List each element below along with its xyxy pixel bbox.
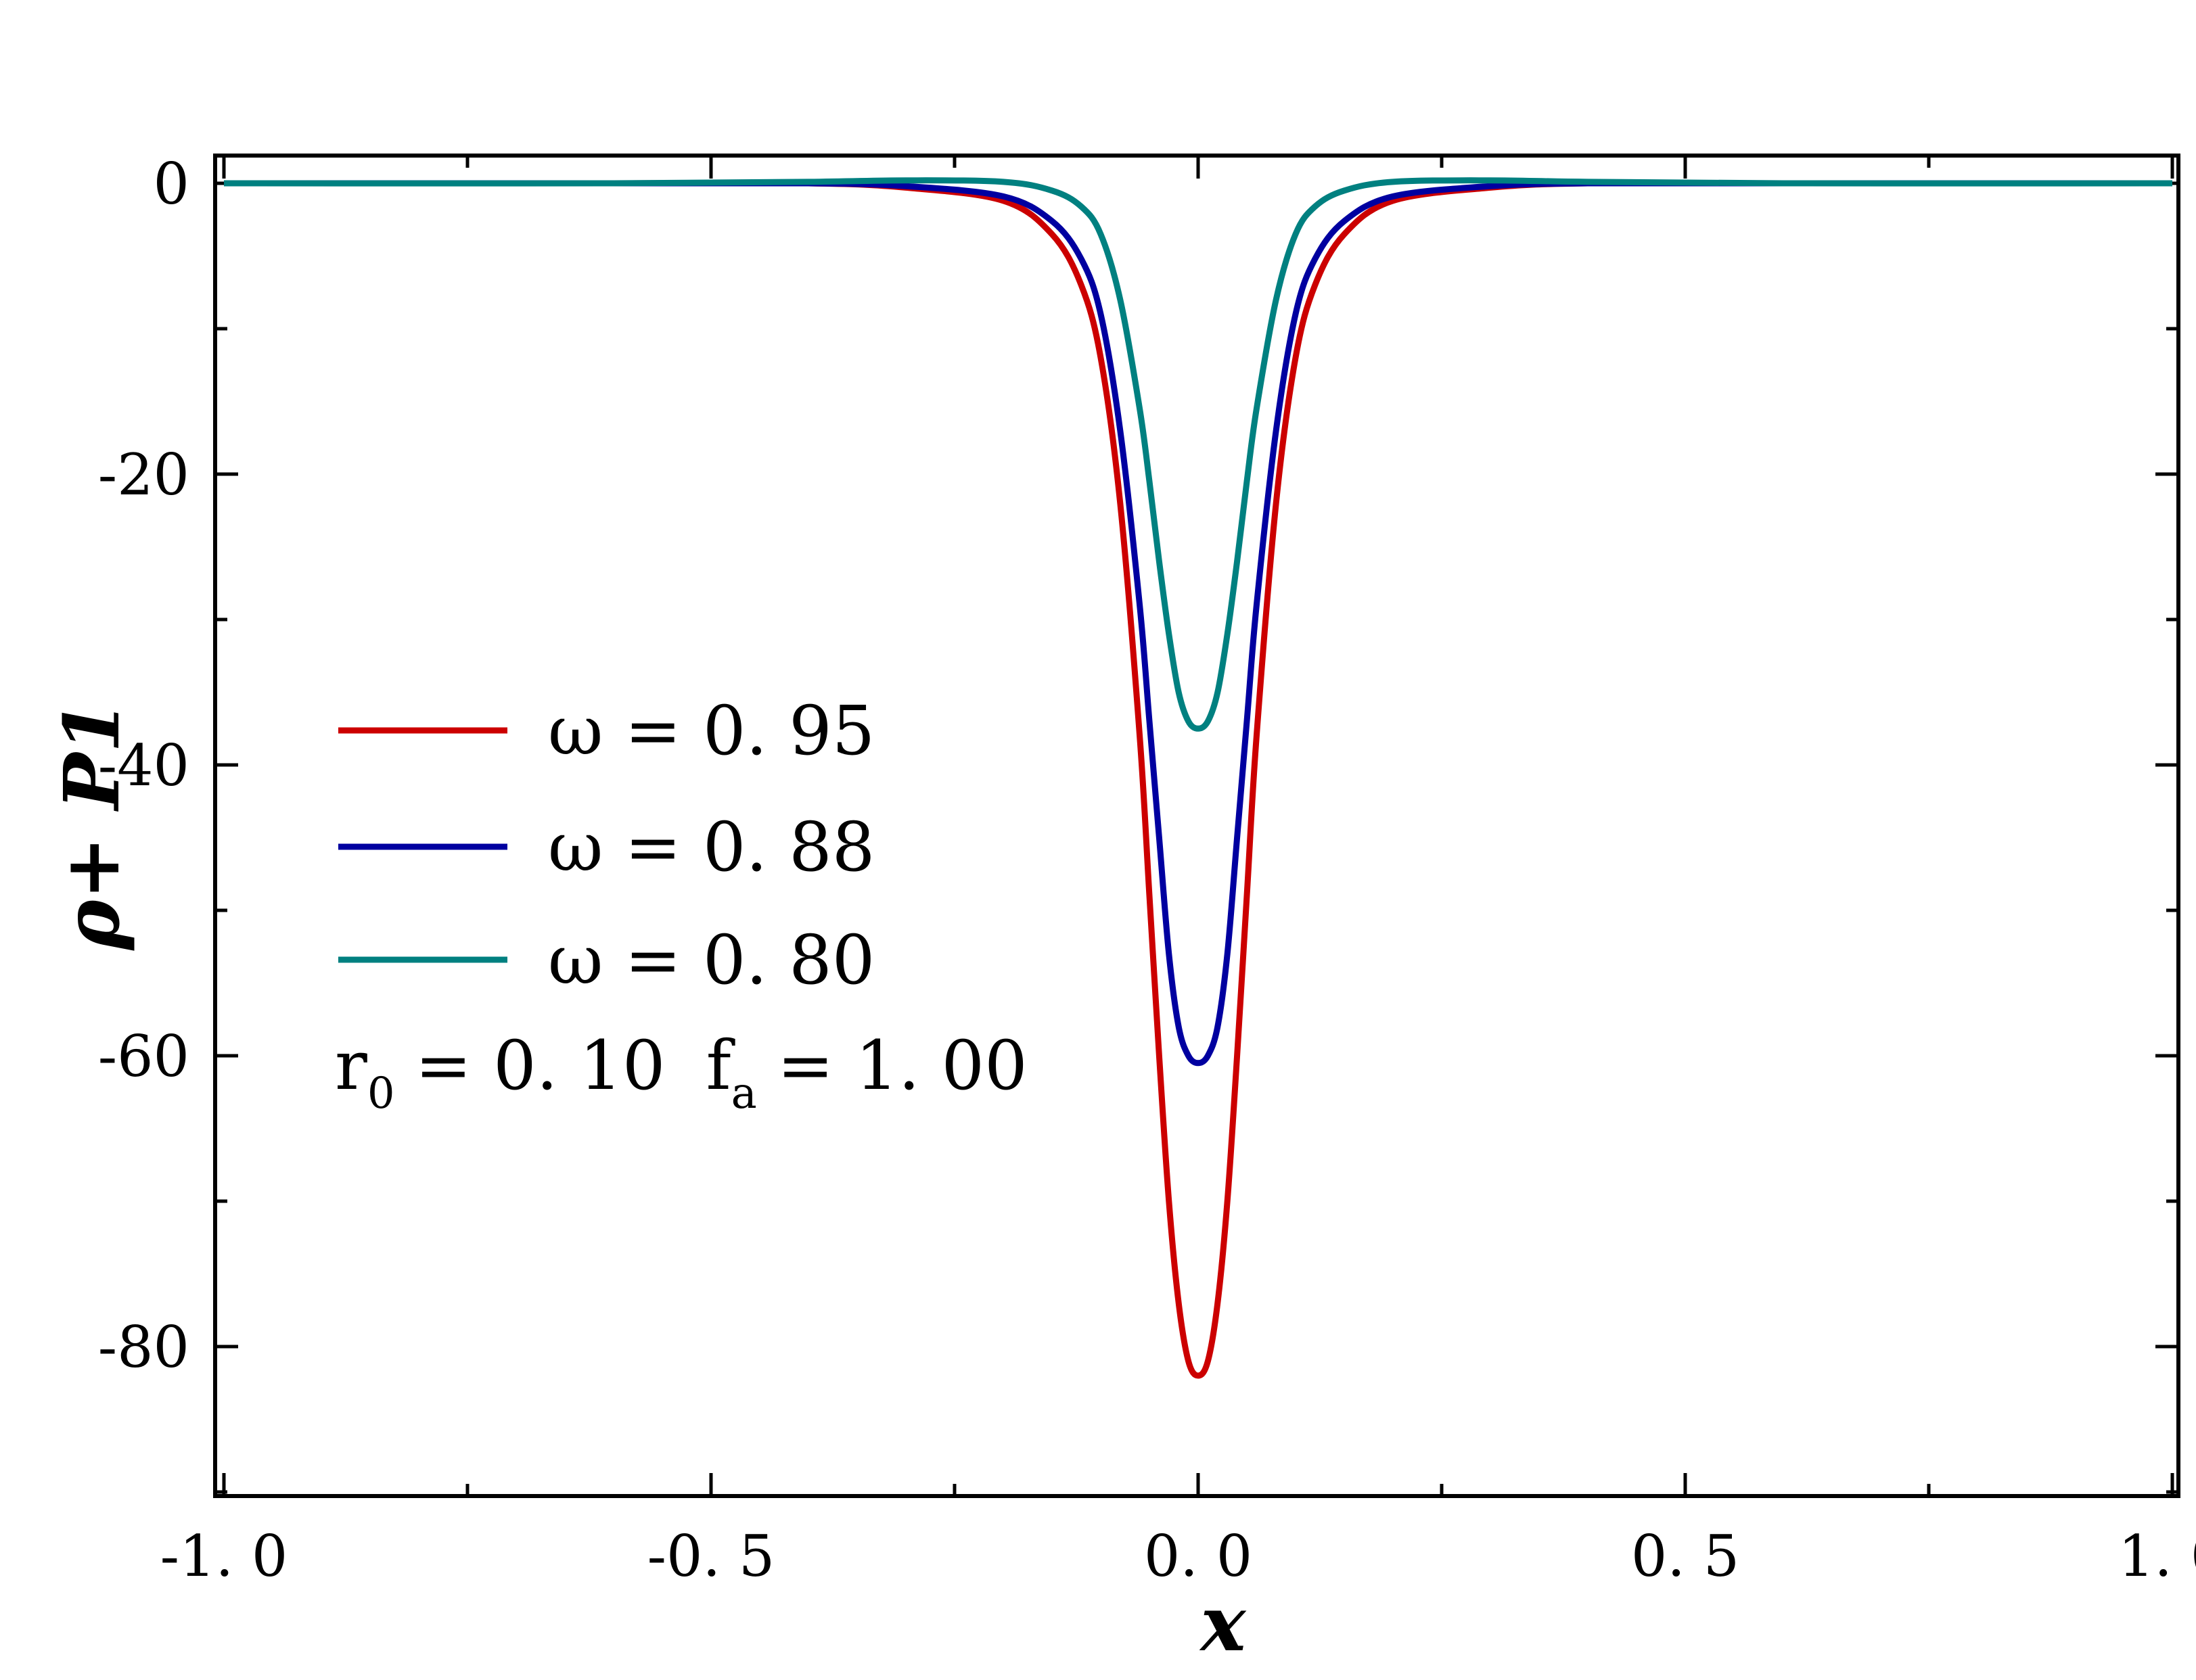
x-tick-labels: -1. 0 -0. 5 0. 0 0. 5 1. 0 xyxy=(160,1523,2196,1589)
legend: ω = 0. 95 ω = 0. 88 ω = 0. 80 xyxy=(338,691,875,1000)
legend-label-2: ω = 0. 80 xyxy=(548,920,875,1000)
x-tick-label-0: -1. 0 xyxy=(160,1523,288,1589)
axis-ticks xyxy=(215,156,2178,1496)
series-line-2 xyxy=(223,177,2173,732)
legend-label-1: ω = 0. 88 xyxy=(548,808,875,887)
y-tick-label-0: 0 xyxy=(154,151,189,217)
plot-frame xyxy=(213,154,2180,1498)
x-tick-label-4: 1. 0 xyxy=(2118,1523,2196,1589)
y-tick-label-2: -40 xyxy=(98,732,189,799)
series-line-1 xyxy=(223,180,2172,1067)
y-tick-label-4: -80 xyxy=(98,1314,189,1380)
y-tick-label-1: -20 xyxy=(98,442,189,508)
x-tick-label-1: -0. 5 xyxy=(647,1523,775,1589)
legend-label-0: ω = 0. 95 xyxy=(548,691,875,770)
x-axis-title: x xyxy=(1199,1580,1247,1669)
series-layer xyxy=(223,177,2173,1379)
series-line-0 xyxy=(223,180,2172,1379)
parameter-annotation: r0 = 0. 10 fa = 1. 00 xyxy=(335,1026,1028,1119)
x-tick-label-3: 0. 5 xyxy=(1631,1523,1739,1589)
y-tick-labels: 0 -20 -40 -60 -80 xyxy=(98,151,189,1380)
y-axis-title: ρ+ P1 xyxy=(48,700,137,950)
y-tick-label-3: -60 xyxy=(98,1023,189,1090)
x-tick-label-2: 0. 0 xyxy=(1144,1523,1252,1589)
